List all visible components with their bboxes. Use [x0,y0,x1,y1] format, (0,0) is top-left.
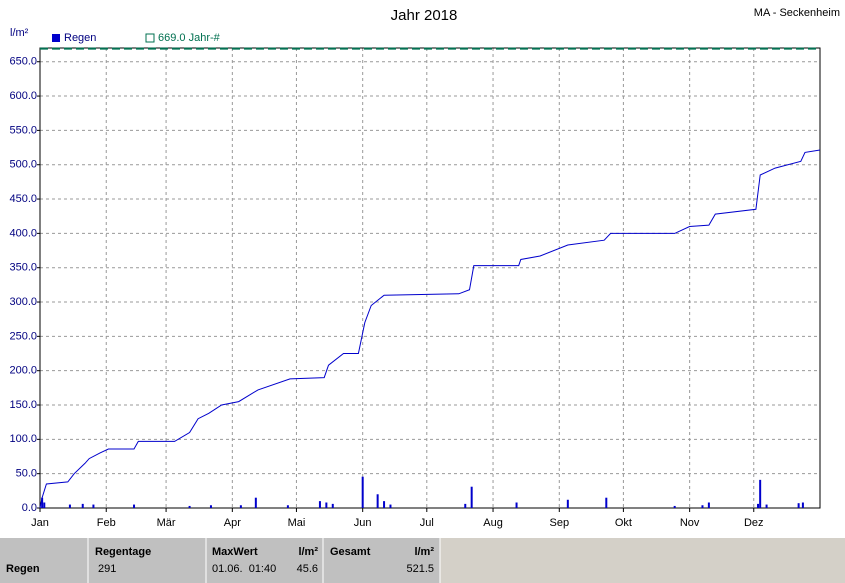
table-header: l/m² [414,546,434,558]
y-tick-label: 150.0 [9,399,37,411]
table-header: l/m² [298,546,318,558]
bar [673,505,676,508]
bar [515,502,518,508]
legend-label: 669.0 Jahr-# [158,32,221,44]
bar [286,505,289,508]
x-tick-label: Feb [97,517,116,529]
bar [757,503,760,508]
bar [605,497,608,508]
bar [801,502,804,508]
cumulative-line [39,149,821,509]
y-axis-label: l/m² [10,27,29,39]
bar [765,504,768,508]
table-header: Gesamt [330,546,371,558]
bar [383,501,386,508]
table-panel [0,538,440,583]
chart-title: Jahr 2018 [391,7,458,24]
y-tick-label: 350.0 [9,262,37,274]
table-cell: 01.06. 01:40 [212,563,276,575]
y-tick-label: 200.0 [9,365,37,377]
y-tick-label: 50.0 [16,468,37,480]
y-tick-label: 400.0 [9,227,37,239]
bar [797,503,800,508]
bar [325,502,328,508]
x-tick-label: Mär [157,517,176,529]
bar [133,504,136,508]
y-tick-label: 450.0 [9,193,37,205]
y-tick-label: 500.0 [9,159,37,171]
x-tick-label: Aug [483,517,503,529]
x-tick-label: Sep [549,517,569,529]
bar [464,503,467,508]
x-tick-label: Jun [354,517,372,529]
table-header: Regentage [95,546,151,558]
bar [318,501,321,508]
x-tick-label: Dez [744,517,764,529]
bar [470,486,473,508]
y-tick-label: 550.0 [9,124,37,136]
x-tick-label: Mai [288,517,306,529]
bar [41,497,44,508]
table-header: MaxWert [212,546,258,558]
x-tick-label: Okt [615,517,632,529]
bar [389,504,392,508]
bar [759,479,762,508]
y-tick-label: 600.0 [9,90,37,102]
y-tick-label: 300.0 [9,296,37,308]
bar [707,502,710,508]
bar [43,502,46,508]
x-tick-label: Apr [224,517,241,529]
station: MA - Seckenheim [754,7,840,19]
y-tick-label: 650.0 [9,56,37,68]
bar [92,504,95,508]
bar [361,476,364,508]
x-tick-label: Jul [420,517,434,529]
legend-swatch [145,33,155,43]
table-cell: 45.6 [297,563,318,575]
bar [701,505,704,508]
row-label: Regen [6,563,40,575]
bar [239,505,242,508]
y-tick-label: 0.0 [22,502,37,514]
bar [209,505,212,508]
bar [81,503,84,508]
bar [68,504,71,508]
bar [376,494,379,508]
y-tick-label: 100.0 [9,433,37,445]
x-tick-label: Jan [31,517,49,529]
bar [566,499,569,508]
table-cell: 521.5 [406,563,434,575]
legend-swatch [52,34,60,42]
bar [254,497,257,508]
legend-label: Regen [64,32,96,44]
y-tick-label: 250.0 [9,330,37,342]
bar [331,503,334,508]
table-cell: 291 [98,563,116,575]
x-tick-label: Nov [680,517,700,529]
bar [188,505,191,508]
